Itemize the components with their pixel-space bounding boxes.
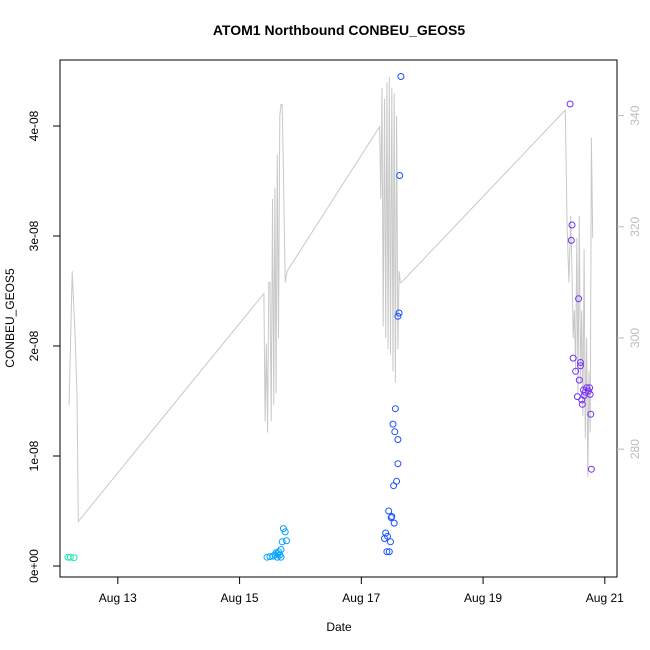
right-axis-line-series (68, 76, 594, 523)
y-tick-label: 1e-08 (27, 440, 41, 471)
data-point (567, 236, 575, 244)
data-point (395, 309, 403, 317)
data-point (66, 553, 74, 561)
x-tick-label: Aug 19 (464, 591, 502, 605)
data-point (391, 428, 399, 436)
data-point (278, 538, 286, 546)
data-point (281, 528, 289, 536)
data-point (583, 384, 591, 392)
data-point (393, 477, 401, 485)
scatter-points (64, 73, 595, 562)
data-point (587, 465, 595, 473)
x-tick-label: Aug 21 (586, 591, 624, 605)
data-point (382, 529, 390, 537)
data-point (279, 525, 287, 533)
data-point (274, 550, 282, 558)
chart-title: ATOM1 Northbound CONBEU_GEOS5 (213, 22, 465, 38)
data-point (577, 359, 584, 366)
y-axis-label: CONBEU_GEOS5 (3, 268, 17, 368)
y-right-tick-label: 320 (628, 216, 642, 236)
data-point (385, 507, 393, 515)
data-point (391, 405, 399, 413)
data-point (390, 519, 398, 527)
series-line (68, 76, 594, 523)
y-right-tick-label: 300 (628, 328, 642, 348)
x-tick-label: Aug 15 (221, 591, 259, 605)
data-point (385, 548, 393, 556)
data-point (70, 554, 78, 562)
data-point (394, 436, 402, 443)
data-point (587, 410, 595, 418)
data-point (575, 376, 583, 384)
data-point (584, 387, 592, 395)
data-point (394, 460, 402, 468)
y-tick-label: 3e-08 (27, 220, 41, 251)
plot-frame (59, 59, 618, 578)
x-tick-label: Aug 13 (99, 591, 137, 605)
data-point (573, 393, 581, 401)
data-point (388, 513, 396, 520)
y-tick-label: 2e-08 (27, 330, 41, 361)
data-point (397, 73, 405, 80)
data-point (389, 420, 397, 428)
data-point (577, 362, 584, 370)
data-point (283, 537, 290, 545)
data-point (566, 100, 574, 108)
y-tick-label: 0e+00 (27, 549, 41, 583)
data-point (569, 354, 577, 362)
data-point (396, 172, 404, 179)
axes: Aug 13 Aug 15 Aug 17 Aug 19 Aug 21 0e+00 1e-08… (27, 105, 642, 605)
data-point (572, 367, 580, 375)
y-tick-label: 4e-08 (27, 110, 41, 141)
data-point (586, 390, 594, 398)
data-point (266, 553, 274, 561)
x-tick-label: Aug 17 (342, 591, 380, 605)
data-point (383, 548, 391, 556)
data-point (390, 482, 398, 490)
data-point (578, 400, 586, 408)
y-right-tick-label: 280 (628, 439, 642, 459)
y-right-tick-label: 340 (628, 105, 642, 125)
x-axis-label: Date (326, 620, 352, 634)
data-point (568, 221, 576, 229)
data-point (384, 532, 391, 540)
data-point (575, 295, 583, 303)
data-point (586, 384, 594, 392)
data-point (394, 312, 402, 320)
data-point (387, 538, 394, 546)
